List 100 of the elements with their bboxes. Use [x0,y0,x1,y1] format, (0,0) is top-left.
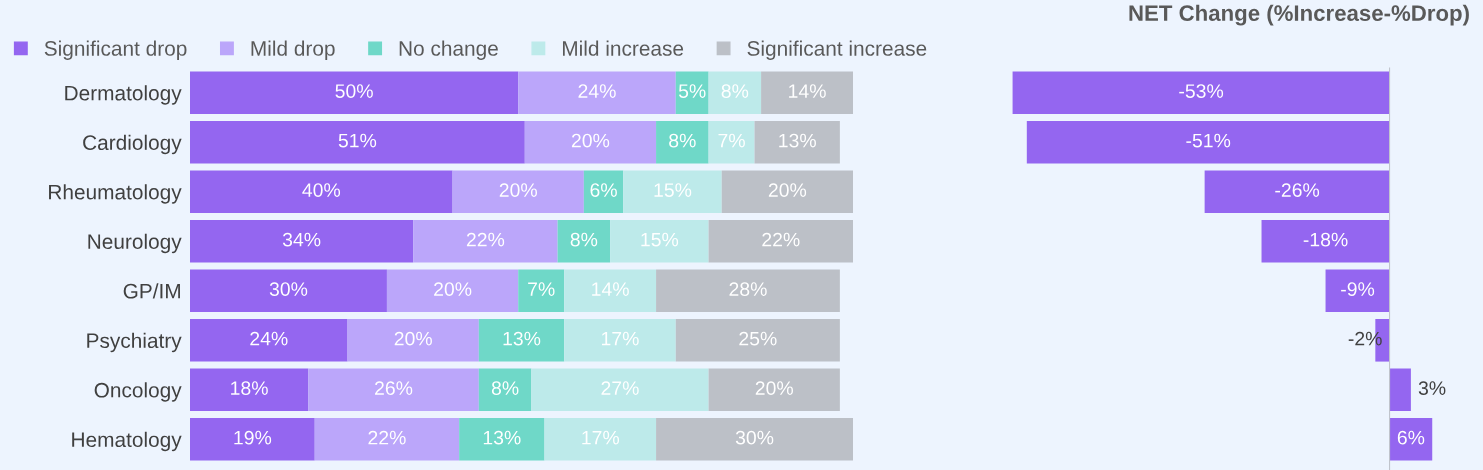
data-label: 7% [718,133,745,148]
data-label: 25% [739,331,777,346]
y-tick-label: Psychiatry [87,332,182,353]
data-label: 15% [641,232,679,247]
bar [190,319,348,362]
data-label: 24% [578,84,616,98]
legend-label: No change [399,40,498,60]
data-label: 14% [789,84,826,98]
y-tick-label: Dermatology [65,85,182,105]
y-tick-label: Cardiology [83,134,182,155]
data-label: 22% [466,232,505,247]
bar [518,269,565,313]
data-label: -9% [1341,282,1375,296]
y-tick-label: Neurology [88,233,182,254]
bar [459,418,545,461]
bar [478,319,565,362]
bar [314,418,460,461]
bar [190,219,414,263]
data-label: 34% [282,232,321,247]
data-label: -51% [1186,133,1231,148]
bar [190,71,519,115]
data-label: 13% [779,133,816,148]
y-tick-label: Hematology [72,431,182,452]
bar [708,219,853,263]
bar [190,269,387,313]
bar [708,71,762,115]
legend-label: Significant increase [747,40,927,60]
data-label: 28% [729,282,767,296]
data-label: 20% [571,133,610,148]
bar [708,368,840,412]
legend-label: Mild increase [562,40,684,56]
data-label: 5% [678,84,706,98]
data-label: 20% [434,282,472,296]
bar [675,319,840,362]
bar [478,368,532,412]
data-label: 30% [269,282,308,296]
bar [557,219,611,263]
bar [308,368,479,412]
data-label: 3% [1418,381,1446,396]
data-label: 14% [592,282,629,296]
data-label: 40% [302,183,341,197]
legend-label: Significant drop [44,40,187,60]
data-label: -18% [1303,232,1348,247]
data-label: 6% [1397,430,1425,445]
data-label: 22% [762,232,800,247]
bar [564,269,657,313]
bar [190,368,309,412]
legend-label: Mild drop [251,40,335,60]
data-label: -26% [1275,183,1320,197]
data-label: -53% [1179,84,1224,98]
bar [190,170,453,214]
bar [452,170,584,214]
data-label: 15% [654,183,692,197]
bar [610,219,709,263]
data-label: 6% [590,183,617,197]
data-label: 51% [338,133,377,148]
data-label: 19% [234,430,272,445]
data-label: 20% [499,183,537,197]
data-label: 18% [231,381,268,396]
bar [761,71,853,115]
data-label: 17% [582,430,620,445]
y-tick-label: GP/IM [123,283,180,299]
data-label: 50% [335,84,373,98]
data-label: 8% [491,381,519,396]
data-label: 13% [483,430,521,445]
bar [531,368,709,412]
bar [754,120,840,164]
bar [544,418,657,461]
data-label: 26% [375,381,413,396]
data-label: 20% [768,183,807,197]
bar [721,170,853,214]
data-label: 24% [250,331,288,346]
data-label: 17% [601,331,639,346]
data-label: 8% [570,232,598,247]
y-tick-label: Rheumatology [49,184,182,204]
chart-title: NET Change (%Increase-%Drop) [1129,4,1469,26]
data-label: 7% [528,282,555,296]
bar [413,219,558,263]
y-tick-label: Oncology [94,382,182,402]
bar [564,319,676,362]
bar [656,269,840,313]
bar [675,71,709,115]
data-label: 30% [735,430,774,445]
bar [386,269,519,313]
bar [190,418,315,461]
data-label: 22% [368,430,406,445]
bar [524,120,657,164]
data-label: 27% [601,381,639,395]
bar [708,120,755,164]
data-label: 8% [721,84,749,98]
data-label: 20% [755,381,793,396]
bar [583,170,624,214]
data-label: 13% [503,331,541,346]
data-label: 8% [669,133,696,148]
bar [656,418,853,461]
bar [347,319,479,362]
data-label: 20% [394,331,432,346]
bar [190,120,525,164]
bar [518,71,676,115]
bar [656,120,709,164]
